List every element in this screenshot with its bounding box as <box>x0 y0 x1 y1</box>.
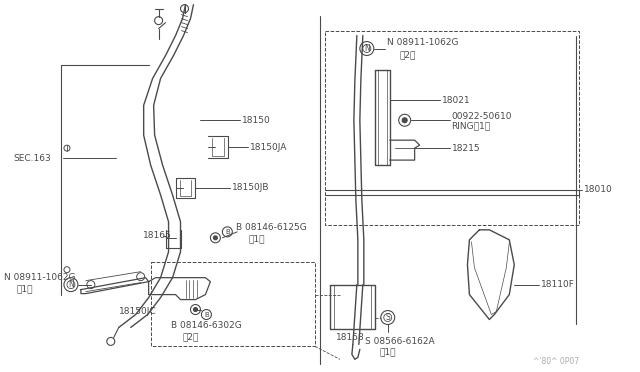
Text: 18021: 18021 <box>442 96 470 105</box>
Bar <box>150 262 315 346</box>
Text: 18150JC: 18150JC <box>119 307 156 316</box>
Text: B 08146-6125G: B 08146-6125G <box>236 223 307 232</box>
Text: 18150JB: 18150JB <box>232 183 270 192</box>
Text: 〈1〉: 〈1〉 <box>380 347 396 356</box>
Text: N 08911-1062G: N 08911-1062G <box>4 273 76 282</box>
Circle shape <box>213 236 218 240</box>
Text: 18158: 18158 <box>336 333 365 342</box>
Text: B: B <box>225 229 230 235</box>
Text: 〈1〉: 〈1〉 <box>248 234 265 243</box>
Text: S 08566-6162A: S 08566-6162A <box>365 337 435 346</box>
Text: RING〈1〉: RING〈1〉 <box>451 122 491 131</box>
Text: 18150JA: 18150JA <box>250 142 287 152</box>
Text: N: N <box>68 280 74 289</box>
Text: 18010: 18010 <box>584 186 612 195</box>
Text: 18165: 18165 <box>143 231 172 240</box>
Text: S: S <box>385 313 390 322</box>
Bar <box>325 31 579 225</box>
Text: B 08146-6302G: B 08146-6302G <box>171 321 241 330</box>
Text: N 08911-1062G: N 08911-1062G <box>387 38 458 47</box>
Text: B: B <box>204 311 209 318</box>
Text: 〈2〉: 〈2〉 <box>182 332 199 341</box>
Text: SEC.163: SEC.163 <box>13 154 51 163</box>
Text: 〈2〉: 〈2〉 <box>400 50 416 59</box>
Circle shape <box>193 308 198 311</box>
Text: 〈1〉: 〈1〉 <box>16 284 33 293</box>
Text: 18110F: 18110F <box>541 280 575 289</box>
Text: N: N <box>364 44 370 53</box>
Text: 18150: 18150 <box>243 116 271 125</box>
Text: ^'80^ 0P07: ^'80^ 0P07 <box>533 357 579 366</box>
Text: 00922-50610: 00922-50610 <box>451 112 512 121</box>
Circle shape <box>402 118 407 123</box>
Text: 18215: 18215 <box>451 144 480 153</box>
